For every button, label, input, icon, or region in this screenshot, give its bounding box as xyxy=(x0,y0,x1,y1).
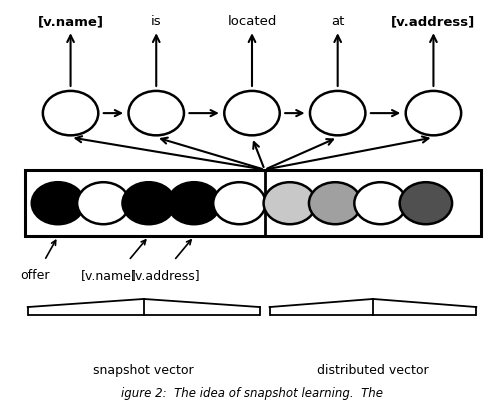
FancyBboxPatch shape xyxy=(25,170,481,236)
Circle shape xyxy=(32,182,84,224)
Circle shape xyxy=(406,91,461,135)
Text: offer: offer xyxy=(20,269,50,282)
Text: [v.name]: [v.name] xyxy=(38,15,103,28)
Text: distributed vector: distributed vector xyxy=(317,364,429,377)
Text: igure 2:  The idea of snapshot learning.  The: igure 2: The idea of snapshot learning. … xyxy=(121,387,383,400)
Text: snapshot vector: snapshot vector xyxy=(93,364,194,377)
Text: at: at xyxy=(331,15,344,28)
Circle shape xyxy=(168,182,220,224)
Circle shape xyxy=(43,91,98,135)
Circle shape xyxy=(309,182,361,224)
Circle shape xyxy=(224,91,280,135)
Text: is: is xyxy=(151,15,162,28)
Circle shape xyxy=(310,91,365,135)
Circle shape xyxy=(77,182,130,224)
Text: [v.name]: [v.name] xyxy=(81,269,137,282)
Circle shape xyxy=(354,182,407,224)
Circle shape xyxy=(213,182,266,224)
Circle shape xyxy=(400,182,452,224)
Circle shape xyxy=(264,182,316,224)
Circle shape xyxy=(122,182,175,224)
Circle shape xyxy=(129,91,184,135)
Text: located: located xyxy=(227,15,277,28)
Text: [v.address]: [v.address] xyxy=(131,269,201,282)
Text: [v.address]: [v.address] xyxy=(391,15,476,28)
